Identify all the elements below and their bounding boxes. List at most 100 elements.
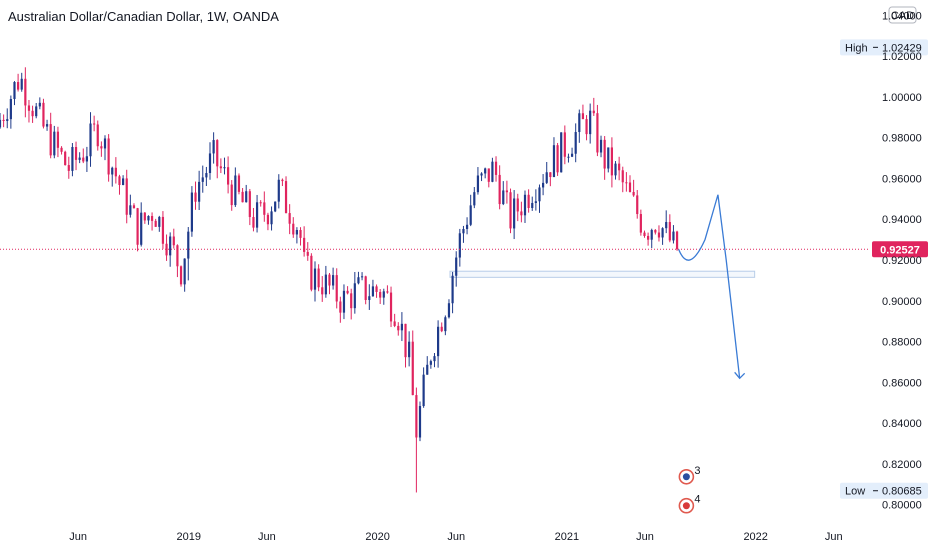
candle-body xyxy=(284,181,288,214)
candle-body xyxy=(542,182,545,188)
candle-body xyxy=(581,113,585,120)
candle-body xyxy=(208,153,212,174)
candle-body xyxy=(650,229,653,240)
candle-body xyxy=(38,102,41,107)
candle-body xyxy=(505,190,508,193)
candle-body xyxy=(484,168,487,174)
candle-body xyxy=(400,323,403,331)
candle-body xyxy=(502,190,505,205)
candle-body xyxy=(150,216,154,221)
candle-body xyxy=(433,356,436,362)
candle-body xyxy=(469,205,472,225)
candle-body xyxy=(60,147,63,152)
candle-body xyxy=(125,178,128,215)
candles-layer xyxy=(0,67,679,493)
candle-body xyxy=(357,277,360,284)
candle-body xyxy=(632,191,635,196)
candle-body xyxy=(545,172,548,183)
candle-body xyxy=(27,105,31,111)
candle-body xyxy=(216,140,219,167)
candle-body xyxy=(241,191,244,203)
candle-body xyxy=(292,223,295,235)
candle-body xyxy=(306,251,309,256)
candle-body xyxy=(230,184,233,206)
support-zone-layer xyxy=(449,270,756,278)
candle-body xyxy=(53,131,56,156)
candle-body xyxy=(552,145,556,178)
candle-body xyxy=(672,231,675,241)
candle-body xyxy=(473,192,476,206)
candle-body xyxy=(20,78,23,90)
event-count: 4 xyxy=(694,494,700,506)
candle-body xyxy=(154,220,157,227)
candle-body xyxy=(353,283,356,309)
candle-body xyxy=(429,361,432,365)
candle-body xyxy=(618,163,621,171)
candle-body xyxy=(122,178,125,185)
candle-body xyxy=(158,216,161,227)
candle-body xyxy=(45,124,49,127)
candle-body xyxy=(621,170,624,183)
candle-body xyxy=(339,301,342,313)
candle-body xyxy=(567,156,570,158)
candle-body xyxy=(89,123,92,157)
candle-body xyxy=(266,214,270,225)
candle-body xyxy=(194,192,197,202)
candle-body xyxy=(234,175,237,206)
candle-body xyxy=(31,110,34,117)
candle-body xyxy=(556,145,559,173)
candle-body xyxy=(592,110,595,114)
candle-body xyxy=(313,268,317,290)
high-badge xyxy=(840,39,928,56)
candle-body xyxy=(643,232,646,236)
candle-body xyxy=(129,205,132,215)
candle-body xyxy=(288,213,291,224)
candle-body xyxy=(607,147,610,169)
time-tick-label: 2020 xyxy=(365,531,389,543)
candle-body xyxy=(491,161,494,182)
low-badge-label: Low xyxy=(845,486,865,498)
candle-body xyxy=(274,201,277,212)
candle-body xyxy=(437,326,440,357)
time-tick-label: Jun xyxy=(69,531,87,543)
candle-body xyxy=(237,175,241,192)
candle-body xyxy=(179,266,183,285)
candle-body xyxy=(418,406,422,438)
candle-body xyxy=(248,191,251,218)
candle-body xyxy=(303,237,306,252)
candle-body xyxy=(599,139,603,153)
candle-body xyxy=(451,275,454,304)
candle-body xyxy=(574,132,577,154)
candle-body xyxy=(625,182,628,184)
price-tick-label: 0.90000 xyxy=(882,296,922,308)
candle-body xyxy=(408,341,411,358)
cad-flag-icon xyxy=(682,502,690,510)
candle-body xyxy=(281,179,284,182)
candle-body xyxy=(328,274,331,286)
candle-body xyxy=(447,303,451,318)
candle-body xyxy=(183,258,186,285)
time-tick-label: Jun xyxy=(258,531,276,543)
candle-body xyxy=(161,216,165,244)
price-tick-label: 1.00000 xyxy=(882,92,922,104)
candle-body xyxy=(342,290,346,313)
candle-body xyxy=(165,243,168,256)
candle-body xyxy=(96,124,99,147)
candle-body xyxy=(364,276,367,300)
candle-body xyxy=(465,224,469,230)
price-tick-label: 0.96000 xyxy=(882,173,922,185)
candle-body xyxy=(570,153,574,157)
candle-body xyxy=(205,173,208,178)
candle-body xyxy=(143,212,146,221)
candle-body xyxy=(596,113,599,153)
aud-flag-icon xyxy=(682,473,690,481)
candle-body xyxy=(498,174,501,205)
time-tick-label: Jun xyxy=(636,531,654,543)
high-badge-value: 1.02429 xyxy=(882,42,922,54)
price-axis: 0.80000 0.82000 0.84000 0.86000 0.88000 0.900… xyxy=(882,10,922,511)
time-tick-label: 2021 xyxy=(555,531,579,543)
candle-body xyxy=(636,195,639,215)
candle-body xyxy=(223,167,226,169)
candle-body xyxy=(531,202,534,208)
